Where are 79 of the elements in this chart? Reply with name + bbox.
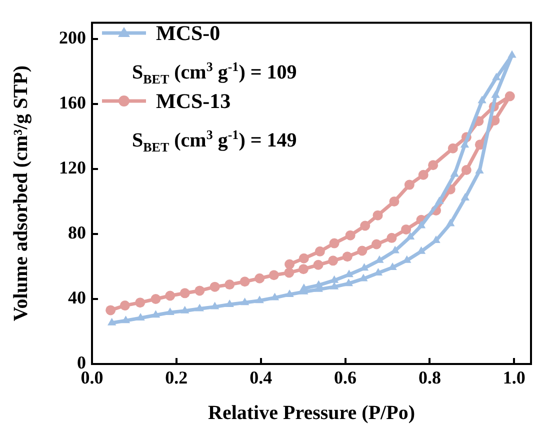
point [446,218,455,226]
point [435,196,444,204]
x-tick-label: 0.8 [418,367,441,388]
point [224,280,235,290]
x-tick-label: 1.0 [502,367,526,388]
point [460,140,470,148]
y-tick-label: 160 [59,92,86,113]
point [254,273,265,284]
point [372,210,383,220]
point [165,290,176,301]
point [386,232,397,243]
point [342,252,352,262]
x-tick-label: 0.4 [250,367,272,388]
annotation: S$_{BET}$ (cm$^{3}$ g$^{-1}$) = 149 [131,126,297,155]
point [151,310,160,318]
point [136,313,145,321]
point [121,316,130,324]
point [461,165,472,176]
x-axis-title: Relative Pressure (P/Po) [208,402,415,424]
y-axis-title: Volume adsorbed (cm³/g STP) [10,65,32,322]
point [406,232,415,240]
y-tick-label: 200 [59,28,86,48]
point [135,298,146,308]
point [491,90,500,98]
point [298,264,308,274]
point [225,300,234,308]
point [504,91,515,102]
point [401,224,412,234]
annotation: S$_{BET}$ (cm$^{3}$ g$^{-1}$) = 109 [131,58,297,87]
point [389,196,400,207]
point [255,296,264,304]
point [416,220,426,228]
point [313,260,324,270]
point [418,170,428,180]
point [106,305,116,316]
legend-label: MCS-0 [156,20,220,46]
point [108,318,116,326]
point [478,96,486,104]
x-tick-label: 0.2 [165,367,188,388]
point [180,288,190,298]
point [240,276,250,287]
point [285,289,294,297]
point [150,294,161,304]
point [284,259,295,270]
point [166,307,174,315]
point [284,268,294,278]
point [330,282,339,290]
point [492,72,501,80]
y-tick-label: 40 [68,288,86,308]
legend-label: MCS-13 [156,88,231,114]
point [180,306,190,314]
point [194,286,205,296]
point [360,220,370,231]
point [404,180,414,190]
point [210,302,220,310]
point [345,230,356,240]
point [428,160,438,170]
point [329,238,340,248]
point [270,292,280,300]
x-tick-label: 0.6 [334,367,357,388]
point [195,304,204,312]
point [448,143,458,154]
point [240,298,250,306]
point [357,246,368,256]
point [314,280,324,288]
y-tick-label: 80 [68,222,86,243]
point [120,300,130,311]
point [372,239,382,250]
point [344,278,353,286]
point [298,253,309,264]
point [210,282,220,292]
point [508,50,516,58]
point [328,256,338,266]
point [314,246,325,256]
point [268,270,279,280]
y-tick-label: 0 [77,352,86,373]
point [460,192,470,200]
point [450,169,459,177]
y-tick-label: 120 [59,158,86,178]
